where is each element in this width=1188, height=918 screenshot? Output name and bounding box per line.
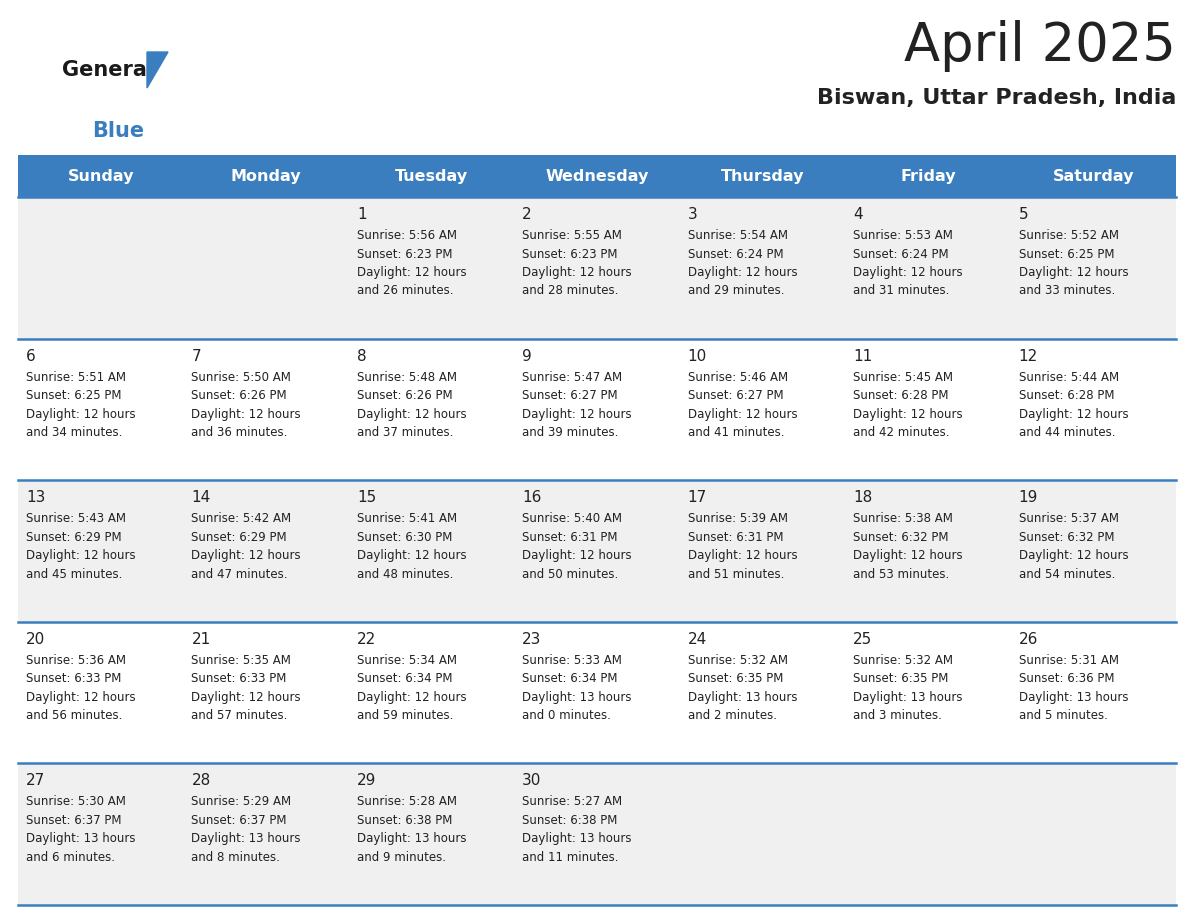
Bar bbox=[18, 621, 1176, 764]
Text: 8: 8 bbox=[356, 349, 366, 364]
Text: Thursday: Thursday bbox=[721, 169, 804, 184]
Text: Sunday: Sunday bbox=[68, 169, 134, 184]
Text: Sunrise: 5:47 AM
Sunset: 6:27 PM
Daylight: 12 hours
and 39 minutes.: Sunrise: 5:47 AM Sunset: 6:27 PM Dayligh… bbox=[523, 371, 632, 439]
Text: 22: 22 bbox=[356, 632, 377, 647]
Text: 6: 6 bbox=[26, 349, 36, 364]
Text: Sunrise: 5:35 AM
Sunset: 6:33 PM
Daylight: 12 hours
and 57 minutes.: Sunrise: 5:35 AM Sunset: 6:33 PM Dayligh… bbox=[191, 654, 301, 722]
Text: Sunrise: 5:32 AM
Sunset: 6:35 PM
Daylight: 13 hours
and 2 minutes.: Sunrise: 5:32 AM Sunset: 6:35 PM Dayligh… bbox=[688, 654, 797, 722]
Text: Sunrise: 5:30 AM
Sunset: 6:37 PM
Daylight: 13 hours
and 6 minutes.: Sunrise: 5:30 AM Sunset: 6:37 PM Dayligh… bbox=[26, 795, 135, 864]
Text: Wednesday: Wednesday bbox=[545, 169, 649, 184]
Text: 19: 19 bbox=[1018, 490, 1038, 505]
Text: Sunrise: 5:42 AM
Sunset: 6:29 PM
Daylight: 12 hours
and 47 minutes.: Sunrise: 5:42 AM Sunset: 6:29 PM Dayligh… bbox=[191, 512, 301, 581]
Text: Sunrise: 5:50 AM
Sunset: 6:26 PM
Daylight: 12 hours
and 36 minutes.: Sunrise: 5:50 AM Sunset: 6:26 PM Dayligh… bbox=[191, 371, 301, 439]
Bar bbox=[18, 155, 1176, 197]
Bar bbox=[18, 197, 1176, 339]
Text: 30: 30 bbox=[523, 773, 542, 789]
Text: Sunrise: 5:29 AM
Sunset: 6:37 PM
Daylight: 13 hours
and 8 minutes.: Sunrise: 5:29 AM Sunset: 6:37 PM Dayligh… bbox=[191, 795, 301, 864]
Text: Saturday: Saturday bbox=[1053, 169, 1135, 184]
Text: Sunrise: 5:46 AM
Sunset: 6:27 PM
Daylight: 12 hours
and 41 minutes.: Sunrise: 5:46 AM Sunset: 6:27 PM Dayligh… bbox=[688, 371, 797, 439]
Text: Sunrise: 5:45 AM
Sunset: 6:28 PM
Daylight: 12 hours
and 42 minutes.: Sunrise: 5:45 AM Sunset: 6:28 PM Dayligh… bbox=[853, 371, 962, 439]
Text: Sunrise: 5:44 AM
Sunset: 6:28 PM
Daylight: 12 hours
and 44 minutes.: Sunrise: 5:44 AM Sunset: 6:28 PM Dayligh… bbox=[1018, 371, 1129, 439]
Text: Blue: Blue bbox=[91, 121, 144, 141]
Text: 29: 29 bbox=[356, 773, 377, 789]
Text: Sunrise: 5:40 AM
Sunset: 6:31 PM
Daylight: 12 hours
and 50 minutes.: Sunrise: 5:40 AM Sunset: 6:31 PM Dayligh… bbox=[523, 512, 632, 581]
Text: Sunrise: 5:38 AM
Sunset: 6:32 PM
Daylight: 12 hours
and 53 minutes.: Sunrise: 5:38 AM Sunset: 6:32 PM Dayligh… bbox=[853, 512, 962, 581]
Text: 18: 18 bbox=[853, 490, 872, 505]
Text: 10: 10 bbox=[688, 349, 707, 364]
Text: 16: 16 bbox=[523, 490, 542, 505]
Text: 2: 2 bbox=[523, 207, 532, 222]
Text: Sunrise: 5:33 AM
Sunset: 6:34 PM
Daylight: 13 hours
and 0 minutes.: Sunrise: 5:33 AM Sunset: 6:34 PM Dayligh… bbox=[523, 654, 632, 722]
Text: Sunrise: 5:52 AM
Sunset: 6:25 PM
Daylight: 12 hours
and 33 minutes.: Sunrise: 5:52 AM Sunset: 6:25 PM Dayligh… bbox=[1018, 229, 1129, 297]
Text: Sunrise: 5:32 AM
Sunset: 6:35 PM
Daylight: 13 hours
and 3 minutes.: Sunrise: 5:32 AM Sunset: 6:35 PM Dayligh… bbox=[853, 654, 962, 722]
Bar bbox=[18, 339, 1176, 480]
Text: Tuesday: Tuesday bbox=[394, 169, 468, 184]
Text: Biswan, Uttar Pradesh, India: Biswan, Uttar Pradesh, India bbox=[816, 88, 1176, 108]
Text: 13: 13 bbox=[26, 490, 45, 505]
Text: 14: 14 bbox=[191, 490, 210, 505]
Text: 20: 20 bbox=[26, 632, 45, 647]
Text: 26: 26 bbox=[1018, 632, 1038, 647]
Text: Sunrise: 5:27 AM
Sunset: 6:38 PM
Daylight: 13 hours
and 11 minutes.: Sunrise: 5:27 AM Sunset: 6:38 PM Dayligh… bbox=[523, 795, 632, 864]
Text: General: General bbox=[62, 60, 154, 80]
Text: Sunrise: 5:28 AM
Sunset: 6:38 PM
Daylight: 13 hours
and 9 minutes.: Sunrise: 5:28 AM Sunset: 6:38 PM Dayligh… bbox=[356, 795, 467, 864]
Text: 25: 25 bbox=[853, 632, 872, 647]
Text: Sunrise: 5:48 AM
Sunset: 6:26 PM
Daylight: 12 hours
and 37 minutes.: Sunrise: 5:48 AM Sunset: 6:26 PM Dayligh… bbox=[356, 371, 467, 439]
Text: 7: 7 bbox=[191, 349, 201, 364]
Text: 9: 9 bbox=[523, 349, 532, 364]
Text: Sunrise: 5:55 AM
Sunset: 6:23 PM
Daylight: 12 hours
and 28 minutes.: Sunrise: 5:55 AM Sunset: 6:23 PM Dayligh… bbox=[523, 229, 632, 297]
Bar bbox=[18, 480, 1176, 621]
Text: 4: 4 bbox=[853, 207, 862, 222]
Bar bbox=[18, 764, 1176, 905]
Text: Sunrise: 5:53 AM
Sunset: 6:24 PM
Daylight: 12 hours
and 31 minutes.: Sunrise: 5:53 AM Sunset: 6:24 PM Dayligh… bbox=[853, 229, 962, 297]
Text: Sunrise: 5:43 AM
Sunset: 6:29 PM
Daylight: 12 hours
and 45 minutes.: Sunrise: 5:43 AM Sunset: 6:29 PM Dayligh… bbox=[26, 512, 135, 581]
Text: 1: 1 bbox=[356, 207, 366, 222]
Text: Monday: Monday bbox=[230, 169, 302, 184]
Text: Sunrise: 5:56 AM
Sunset: 6:23 PM
Daylight: 12 hours
and 26 minutes.: Sunrise: 5:56 AM Sunset: 6:23 PM Dayligh… bbox=[356, 229, 467, 297]
Text: 5: 5 bbox=[1018, 207, 1028, 222]
Text: 24: 24 bbox=[688, 632, 707, 647]
Text: 28: 28 bbox=[191, 773, 210, 789]
Text: April 2025: April 2025 bbox=[904, 20, 1176, 72]
Text: Sunrise: 5:37 AM
Sunset: 6:32 PM
Daylight: 12 hours
and 54 minutes.: Sunrise: 5:37 AM Sunset: 6:32 PM Dayligh… bbox=[1018, 512, 1129, 581]
Polygon shape bbox=[147, 52, 168, 88]
Text: Sunrise: 5:54 AM
Sunset: 6:24 PM
Daylight: 12 hours
and 29 minutes.: Sunrise: 5:54 AM Sunset: 6:24 PM Dayligh… bbox=[688, 229, 797, 297]
Text: Sunrise: 5:36 AM
Sunset: 6:33 PM
Daylight: 12 hours
and 56 minutes.: Sunrise: 5:36 AM Sunset: 6:33 PM Dayligh… bbox=[26, 654, 135, 722]
Text: Friday: Friday bbox=[901, 169, 955, 184]
Text: Sunrise: 5:41 AM
Sunset: 6:30 PM
Daylight: 12 hours
and 48 minutes.: Sunrise: 5:41 AM Sunset: 6:30 PM Dayligh… bbox=[356, 512, 467, 581]
Text: 27: 27 bbox=[26, 773, 45, 789]
Text: 3: 3 bbox=[688, 207, 697, 222]
Text: 11: 11 bbox=[853, 349, 872, 364]
Text: 23: 23 bbox=[523, 632, 542, 647]
Text: Sunrise: 5:39 AM
Sunset: 6:31 PM
Daylight: 12 hours
and 51 minutes.: Sunrise: 5:39 AM Sunset: 6:31 PM Dayligh… bbox=[688, 512, 797, 581]
Text: 15: 15 bbox=[356, 490, 377, 505]
Text: 12: 12 bbox=[1018, 349, 1038, 364]
Text: 21: 21 bbox=[191, 632, 210, 647]
Text: 17: 17 bbox=[688, 490, 707, 505]
Text: Sunrise: 5:31 AM
Sunset: 6:36 PM
Daylight: 13 hours
and 5 minutes.: Sunrise: 5:31 AM Sunset: 6:36 PM Dayligh… bbox=[1018, 654, 1129, 722]
Text: Sunrise: 5:34 AM
Sunset: 6:34 PM
Daylight: 12 hours
and 59 minutes.: Sunrise: 5:34 AM Sunset: 6:34 PM Dayligh… bbox=[356, 654, 467, 722]
Text: Sunrise: 5:51 AM
Sunset: 6:25 PM
Daylight: 12 hours
and 34 minutes.: Sunrise: 5:51 AM Sunset: 6:25 PM Dayligh… bbox=[26, 371, 135, 439]
